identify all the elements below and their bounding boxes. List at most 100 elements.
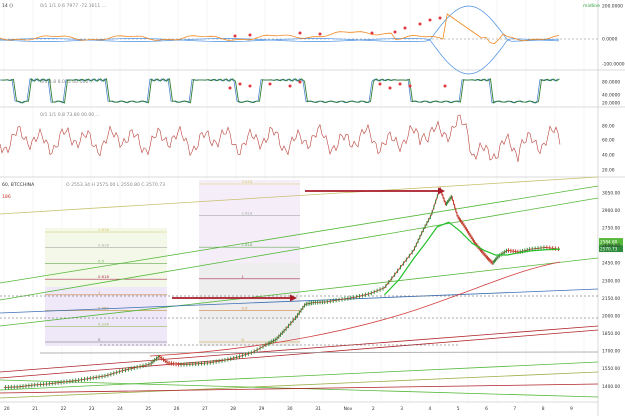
time-tick-label: 31: [315, 406, 321, 412]
time-tick-label: 7: [513, 406, 516, 412]
cci-signal-dot: [418, 22, 422, 26]
fib-level-label: 0.618: [98, 243, 109, 248]
stoch-signal-dot: [298, 80, 302, 84]
arrow-head: [438, 187, 445, 195]
rsi-tick-label: 80.00: [602, 124, 615, 130]
stoch-indicator: [0, 77, 560, 104]
trend-line: [0, 325, 599, 373]
stoch-signal-dot: [408, 84, 412, 88]
trend-line: [0, 361, 599, 391]
fib-level-label: 0.382: [98, 306, 109, 311]
cci-signal-dot: [393, 30, 397, 34]
annotation-arrows: [172, 187, 445, 302]
fib-level-label: 0: [242, 337, 245, 342]
price-tick-label: 1700.00: [602, 349, 620, 355]
price-series: 2570.73 2584.80: [3, 186, 623, 390]
cci-tick-label: 0.0000: [602, 37, 618, 43]
trend-line: [39, 351, 599, 354]
time-tick-label: 2: [372, 406, 375, 412]
time-axis: 20 21 22 23 24 25 26 27 28 29 30 31 Nov 2 3 4 5 6 7 8 9: [4, 406, 573, 412]
stoch-tick-label: 80.0000: [602, 80, 620, 86]
cci-line: [0, 13, 560, 45]
rsi-tick-label: 20.00: [602, 168, 615, 174]
stoch-tick-label: 40.0000: [602, 93, 620, 99]
trend-line: [0, 185, 599, 284]
price-tick-label: 2300.00: [602, 278, 620, 284]
fib-box-upper: [45, 228, 167, 287]
fib-level-label: 0.5: [98, 258, 105, 263]
time-tick-label: Nov: [344, 406, 353, 412]
fib-level-label: 0.236: [98, 321, 109, 326]
stoch-signal-dot: [248, 84, 252, 88]
fib-level-label: 1: [242, 274, 245, 279]
cci-signal-dot: [428, 18, 432, 22]
price-axis: 3050.00 2900.00 2750.00 2600.00 2450.00 2300.…: [602, 4, 625, 390]
time-tick-label: 20: [4, 406, 10, 412]
stoch-signal-dot: [388, 86, 392, 90]
cci-panel-values: 0/1 1/1 0.6 7977 -72.1611 ...: [40, 3, 106, 9]
price-tick-label: 1550.00: [602, 366, 620, 372]
fib-level-label: 1.618: [98, 227, 109, 232]
cci-panel-title: 14 (): [2, 3, 13, 9]
price-tick-label: 2750.00: [602, 226, 620, 232]
price-tick-label: 2150.00: [602, 296, 620, 302]
time-tick-label: 28: [230, 406, 236, 412]
price-tick-label: 2900.00: [602, 208, 620, 214]
cci-signal-dot: [248, 33, 252, 37]
trend-line: [0, 257, 599, 327]
price-tick-label: 2000.00: [602, 313, 620, 319]
price-tick-label: 2450.00: [602, 261, 620, 267]
time-tick-label: 6: [485, 406, 488, 412]
current-price-tag-2: [599, 238, 623, 246]
time-tick-label: 9: [570, 406, 573, 412]
time-tick-label: 24: [117, 406, 123, 412]
fib-level-label: 1.618: [242, 242, 253, 247]
cci-signal-dot: [370, 31, 374, 35]
fib-box-lower: [45, 287, 167, 346]
cci-tick-label: 200.0000: [602, 4, 623, 10]
stoch-signal-dot: [268, 82, 272, 86]
trend-line: [0, 371, 599, 399]
fib-level-label: 0.5: [242, 305, 249, 310]
trend-line: [0, 197, 599, 301]
long-moving-average: [149, 261, 561, 357]
trend-line: [0, 329, 599, 379]
cci-indicator: [0, 5, 598, 75]
time-tick-label: 25: [146, 406, 152, 412]
current-price-label: 2570.73: [600, 247, 618, 252]
price-tick-label: 1850.00: [602, 331, 620, 337]
time-tick-label: 4: [429, 406, 432, 412]
price-tick-label: 2600.00: [602, 243, 620, 249]
current-price-tag: [599, 245, 623, 253]
time-tick-label: 21: [32, 406, 38, 412]
cci-tick-label: -100.0000: [602, 62, 625, 68]
time-tick-label: 3: [400, 406, 403, 412]
sma-line: [383, 221, 561, 296]
stoch-tick-label: 20.0000: [602, 101, 620, 107]
price-marker: 186: [2, 194, 11, 200]
time-tick-label: 22: [61, 406, 67, 412]
stoch-signal-dot: [398, 82, 402, 86]
price-tick-label: 3050.00: [602, 190, 620, 196]
rsi-tick-label: 40.00: [602, 153, 615, 159]
cci-band-lower: [0, 38, 560, 75]
cci-signal-dot: [438, 16, 442, 20]
time-tick-label: 5: [457, 406, 460, 412]
time-tick-label: 29: [259, 406, 265, 412]
stoch-signal-dot: [443, 84, 447, 88]
stoch-signal-dot: [288, 84, 292, 88]
stoch-line-k: [1, 77, 560, 104]
cci-signal-dot: [233, 34, 237, 38]
trend-line: [0, 176, 599, 215]
fib-level-label: 2.618: [242, 211, 253, 216]
time-tick-label: 30: [287, 406, 293, 412]
cci-panel-legend: midline: [583, 3, 600, 9]
cci-signal-dot: [318, 32, 322, 36]
symbol-title: 60, BTCCHINA: [2, 182, 35, 188]
cci-signal-dot: [298, 31, 302, 35]
arrow-head: [290, 294, 297, 302]
trend-line: [0, 383, 599, 394]
fib-box-upper: [199, 180, 300, 263]
trend-line: [0, 288, 599, 314]
